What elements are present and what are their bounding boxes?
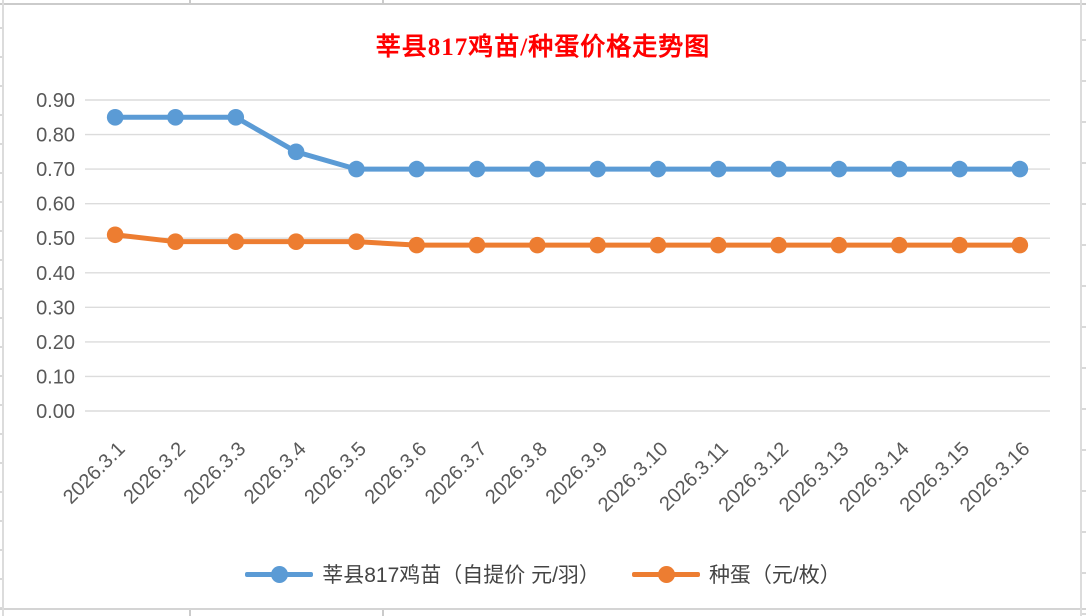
legend-line-marker-orange-icon [631, 565, 700, 583]
data-point-marker [348, 233, 365, 250]
x-tick-label: 2026.3.1 [59, 438, 130, 509]
data-point-marker [951, 236, 968, 254]
legend-line-marker-blue-icon [245, 565, 314, 583]
x-tick-label: 2026.3.6 [361, 438, 432, 509]
data-point-marker [951, 160, 968, 178]
x-tick-label: 2026.3.3 [180, 438, 251, 509]
y-axis-tick-labels: 0.00 0.10 0.20 0.30 0.40 0.50 0.60 0.70 0.80 0.90 [36, 90, 75, 423]
spreadsheet-row-gridlines-right [1082, 0, 1086, 616]
y-tick-label: 0.50 [36, 228, 75, 250]
data-point-marker [890, 236, 908, 254]
data-point-marker [649, 236, 667, 254]
y-tick-label: 0.80 [36, 125, 75, 147]
series-1 [106, 226, 1029, 254]
data-point-marker [167, 233, 184, 250]
series-0 [106, 108, 1029, 178]
data-point-marker [830, 160, 848, 178]
spreadsheet-column-separator [382, 610, 384, 616]
series-line [115, 114, 1020, 172]
spreadsheet-column-separator [382, 0, 384, 3]
data-point-marker [770, 160, 787, 178]
legend-label: 种蛋（元/枚） [708, 564, 841, 587]
data-point-marker [348, 160, 365, 178]
data-point-marker [529, 160, 546, 178]
spreadsheet-gridline-right [1080, 0, 1082, 616]
y-tick-label: 0.40 [36, 263, 75, 285]
x-tick-label: 2026.3.4 [240, 438, 311, 509]
data-point-marker [709, 160, 727, 178]
y-tick-label: 0.10 [36, 366, 75, 388]
data-point-marker [649, 160, 667, 178]
y-tick-label: 0.00 [36, 401, 75, 423]
data-point-marker [408, 236, 426, 254]
data-point-marker [287, 233, 305, 250]
data-point-marker [227, 233, 245, 250]
spreadsheet-gridline-top [0, 3, 1086, 5]
spreadsheet-column-separator [189, 610, 191, 616]
x-tick-label: 2026.3.2 [119, 438, 190, 509]
data-point-marker [408, 160, 426, 178]
x-tick-label: 2026.3.5 [300, 438, 371, 509]
y-tick-label: 0.70 [36, 159, 75, 181]
y-tick-label: 0.20 [36, 332, 75, 354]
spreadsheet-column-separator [189, 0, 191, 3]
chart-legend: 莘县817鸡苗（自提价 元/羽） 种蛋（元/枚） [0, 556, 1086, 592]
legend-item-chicken-seedling[interactable]: 莘县817鸡苗（自提价 元/羽） [245, 559, 600, 589]
legend-item-breeding-egg[interactable]: 种蛋（元/枚） [631, 559, 841, 589]
spreadsheet-gridline-bottom [0, 608, 1086, 610]
data-point-marker [709, 236, 727, 254]
y-tick-label: 0.60 [36, 194, 75, 216]
spreadsheet-row-gridlines-left [0, 0, 2, 616]
data-point-marker [468, 160, 486, 178]
data-point-marker [167, 108, 184, 126]
data-point-marker [1011, 236, 1029, 254]
series-line [114, 232, 1020, 248]
data-point-marker [468, 236, 486, 254]
x-tick-label: 2026.3.7 [421, 438, 492, 509]
x-axis-tick-labels: 2026.3.12026.3.22026.3.32026.3.42026.3.5… [59, 438, 1034, 516]
data-point-marker [1011, 160, 1029, 178]
y-tick-label: 0.90 [36, 90, 75, 112]
data-point-marker [106, 108, 124, 126]
y-gridlines [85, 99, 1050, 412]
y-tick-label: 0.30 [36, 297, 75, 319]
data-point-marker [106, 226, 124, 244]
legend-label: 莘县817鸡苗（自提价 元/羽） [322, 564, 600, 587]
data-point-marker [529, 236, 546, 254]
data-point-marker [589, 160, 606, 178]
data-point-marker [287, 143, 305, 161]
data-point-marker [890, 160, 908, 178]
chart-title: 莘县817鸡苗/种蛋价格走势图 [375, 34, 711, 61]
spreadsheet-gridline-left [2, 0, 4, 616]
data-point-marker [770, 236, 787, 254]
data-point-marker [830, 236, 848, 254]
data-point-marker [589, 236, 606, 254]
data-point-marker [227, 108, 245, 126]
x-tick-label: 2026.3.8 [481, 438, 552, 509]
